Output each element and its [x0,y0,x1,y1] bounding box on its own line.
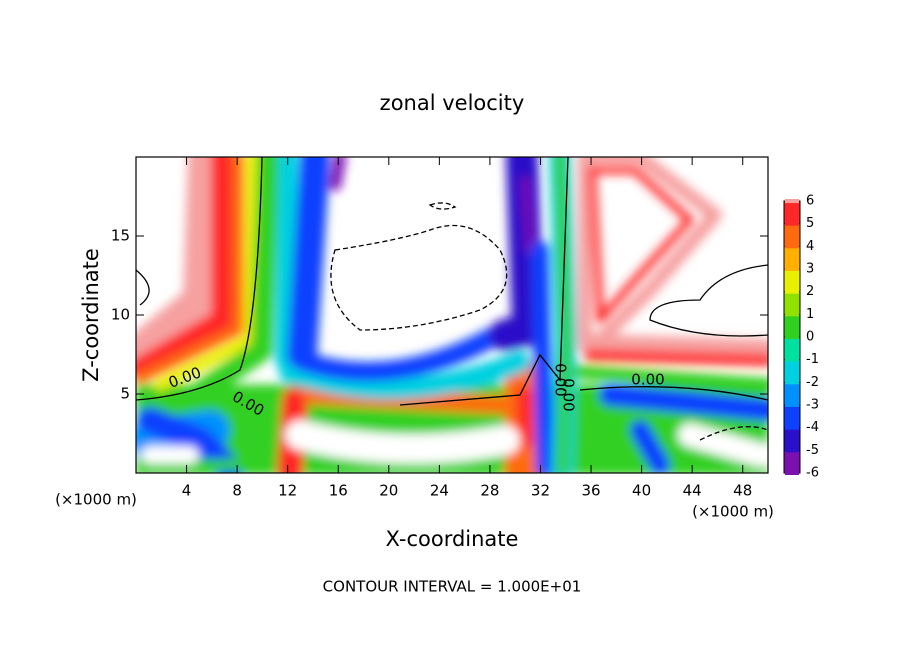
field-region [136,157,244,384]
colorbar-swatch [785,221,799,226]
colorbar-label: 1 [806,307,814,322]
field-region [579,334,768,361]
colorbar-swatch [785,244,799,249]
colorbar-band [784,269,800,292]
colorbar-label: -6 [806,466,819,481]
x-tick-label: 20 [379,482,398,500]
colorbar-label: -3 [806,398,819,413]
contour-line [136,157,263,401]
x-tick-label: 36 [581,482,600,500]
field-region [189,157,279,403]
colorbar-swatch [785,312,799,317]
colorbar-band [784,291,800,315]
y-axis-label: Z-coordinate [79,248,103,382]
colorbar-swatch [785,199,799,203]
contour-label: 0.00 [560,378,578,411]
x-tick-label: 48 [733,482,752,500]
field-region [678,423,768,467]
field-region [275,157,298,370]
colorbar-band [784,201,800,224]
colorbar-band [784,314,800,337]
field-region [154,157,258,391]
contour-line [136,264,768,337]
y-tick-label: 5 [120,385,130,403]
x-tick-label: 4 [182,482,192,500]
x-tick-label: 16 [329,482,348,500]
field-region [521,176,534,254]
colorbar-label: 3 [806,262,814,277]
field-region [279,351,531,400]
colorbar-band [784,405,800,428]
x-tick-label: 12 [278,482,297,500]
footer: CONTOUR INTERVAL = 1.000E+01 [323,578,582,596]
colorbar-band [784,359,800,383]
contour-label: 0.00 [631,371,664,389]
colorbar-label: -5 [806,443,819,458]
field-region [599,384,768,421]
colorbar-label: -2 [806,375,819,390]
colorbar-band [784,246,800,269]
x-tick-label: 28 [480,482,499,500]
colorbar-swatch [785,335,799,339]
colorbar-swatch [785,267,799,271]
colorbar-swatch [785,448,799,453]
field-region [287,157,330,370]
field-region [136,157,233,379]
field-region [554,157,572,473]
field [136,157,768,473]
x-tick-label: 44 [683,482,702,500]
field-region [573,365,768,392]
field-region [588,166,694,324]
colorbar-label: 6 [806,194,814,209]
colorbar-label: 2 [806,284,814,299]
y-tick-label: 10 [111,306,130,324]
colorbar-swatch [785,425,799,430]
field-region [285,420,520,464]
colorbar-swatch [785,357,799,362]
x-axis-label: X-coordinate [386,527,519,551]
colorbar-band [784,450,800,473]
colorbar-swatch [785,289,799,294]
colorbar-band [784,223,800,247]
colorbar-band [784,427,800,451]
field-region [136,157,222,367]
y-tick-label: 15 [111,227,130,245]
chart-title: zonal velocity [380,91,525,115]
x-tick-label: 8 [232,482,242,500]
field-region [295,320,515,382]
x-tick-label: 24 [430,482,449,500]
field-region [584,349,768,366]
colorbar-label: 0 [806,330,814,345]
colorbar-band [784,382,800,405]
contour-label: 0.00 [552,363,570,396]
colorbar-label: 5 [806,216,814,231]
colorbar-label: -1 [806,352,819,367]
y-unit: (×1000 m) [55,491,137,509]
field-region [301,386,509,414]
contour-line [330,202,768,441]
field-region [329,157,346,191]
x-tick-label: 40 [632,482,651,500]
colorbar-swatch [785,471,799,475]
colorbar-band [784,337,800,360]
contour-line [399,157,569,406]
colorbar-label: 4 [806,239,814,254]
x-unit: (×1000 m) [692,503,774,521]
field-region [531,241,554,473]
contour-line [579,386,768,401]
field-region [630,420,670,473]
colorbar-label: -4 [806,420,819,435]
colorbar-swatch [785,403,799,407]
colorbar-swatch [785,380,799,385]
x-tick-label: 32 [531,482,550,500]
